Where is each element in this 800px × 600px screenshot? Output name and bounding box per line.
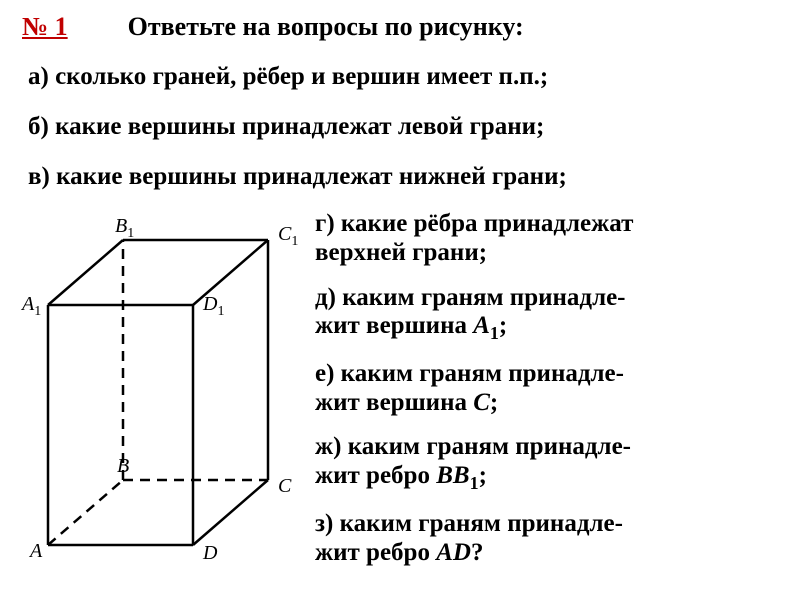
q-zh-line2: жит ребро — [315, 462, 436, 489]
svg-text:B1: B1 — [115, 215, 134, 241]
question-a: а) сколько граней, рёбер и вершин имеет … — [0, 62, 800, 92]
q-d-vertex: A — [473, 312, 490, 339]
problem-number: № 1 — [22, 12, 68, 42]
question-v: в) какие вершины принадлежат нижней гран… — [0, 162, 800, 192]
question-g: г) какие рёбра принадлежат верхней грани… — [315, 210, 785, 268]
svg-text:D: D — [202, 542, 218, 564]
q-d-line1: д) каким граням принадле- — [315, 284, 626, 311]
q-zh-end: ; — [479, 462, 487, 489]
q-e-vertex: C — [473, 389, 490, 416]
question-zh: ж) каким граням принадле- жит ребро BB1; — [315, 433, 785, 493]
svg-text:B: B — [117, 455, 129, 477]
q-g-line2: верхней грани; — [315, 239, 487, 266]
q-e-end: ; — [490, 389, 498, 416]
q-zh-sub: 1 — [470, 473, 479, 493]
question-d: д) каким граням принадле- жит вершина A1… — [315, 284, 785, 344]
q-g-line1: г) какие рёбра принадлежат — [315, 210, 633, 237]
q-z-edge: AD — [436, 539, 471, 566]
prism-diagram: A B C D A1 B1 C1 D1 — [0, 210, 310, 590]
question-b: б) какие вершины принадлежат левой грани… — [0, 112, 800, 142]
question-z: з) каким граням принадле- жит ребро AD? — [315, 510, 785, 568]
q-d-sub: 1 — [490, 323, 499, 343]
q-d-end: ; — [499, 312, 507, 339]
q-e-line1: е) каким граням принадле- — [315, 360, 624, 387]
q-zh-edge: BB — [436, 462, 469, 489]
prism-svg: A B C D A1 B1 C1 D1 — [18, 215, 313, 585]
svg-text:C1: C1 — [278, 223, 298, 249]
q-z-line1: з) каким граням принадле- — [315, 510, 623, 537]
q-z-line2: жит ребро — [315, 539, 436, 566]
page-title: Ответьте на вопросы по рисунку: — [128, 12, 524, 42]
svg-text:D1: D1 — [202, 293, 224, 319]
svg-text:A: A — [28, 540, 43, 562]
svg-text:A1: A1 — [20, 293, 41, 319]
q-z-end: ? — [471, 539, 484, 566]
q-zh-line1: ж) каким граням принадле- — [315, 433, 631, 460]
q-e-line2: жит вершина — [315, 389, 473, 416]
q-d-line2: жит вершина — [315, 312, 473, 339]
svg-text:C: C — [278, 475, 292, 497]
question-e: е) каким граням принадле- жит вершина C; — [315, 360, 785, 418]
